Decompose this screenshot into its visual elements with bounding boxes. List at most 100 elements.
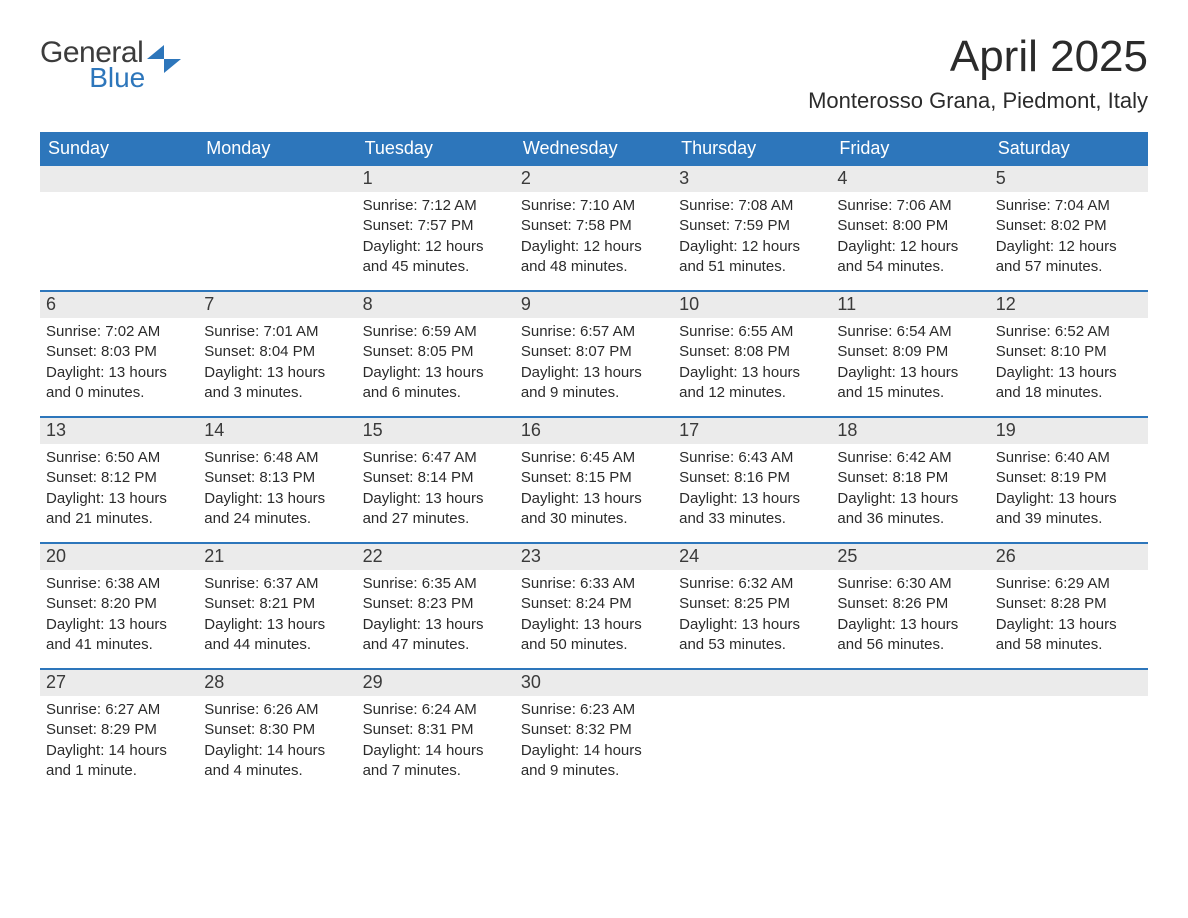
- day-daylight2: and 21 minutes.: [46, 509, 192, 529]
- calendar-day: 24Sunrise: 6:32 AMSunset: 8:25 PMDayligh…: [673, 544, 831, 668]
- day-daylight2: and 51 minutes.: [679, 257, 825, 277]
- calendar-day: 21Sunrise: 6:37 AMSunset: 8:21 PMDayligh…: [198, 544, 356, 668]
- day-daylight1: Daylight: 13 hours: [204, 363, 350, 383]
- calendar-day: 18Sunrise: 6:42 AMSunset: 8:18 PMDayligh…: [831, 418, 989, 542]
- day-number: 26: [990, 544, 1148, 570]
- day-number: 28: [198, 670, 356, 696]
- day-sunset: Sunset: 7:57 PM: [363, 216, 509, 236]
- day-sunset: Sunset: 8:32 PM: [521, 720, 667, 740]
- day-number: 15: [357, 418, 515, 444]
- calendar-day: 9Sunrise: 6:57 AMSunset: 8:07 PMDaylight…: [515, 292, 673, 416]
- day-daylight1: Daylight: 13 hours: [521, 363, 667, 383]
- day-number: 13: [40, 418, 198, 444]
- day-sunset: Sunset: 8:04 PM: [204, 342, 350, 362]
- day-sunset: Sunset: 7:59 PM: [679, 216, 825, 236]
- day-details: Sunrise: 6:24 AMSunset: 8:31 PMDaylight:…: [357, 696, 515, 791]
- day-sunset: Sunset: 8:03 PM: [46, 342, 192, 362]
- calendar-day: 11Sunrise: 6:54 AMSunset: 8:09 PMDayligh…: [831, 292, 989, 416]
- day-daylight1: Daylight: 14 hours: [521, 741, 667, 761]
- day-daylight1: Daylight: 14 hours: [363, 741, 509, 761]
- day-details: Sunrise: 6:52 AMSunset: 8:10 PMDaylight:…: [990, 318, 1148, 413]
- day-number: [198, 166, 356, 192]
- day-sunset: Sunset: 8:20 PM: [46, 594, 192, 614]
- day-number: 30: [515, 670, 673, 696]
- calendar-day: 3Sunrise: 7:08 AMSunset: 7:59 PMDaylight…: [673, 166, 831, 290]
- day-sunset: Sunset: 8:21 PM: [204, 594, 350, 614]
- day-number: 24: [673, 544, 831, 570]
- brand-text: General Blue: [40, 38, 143, 92]
- day-daylight2: and 47 minutes.: [363, 635, 509, 655]
- weekday-header: Saturday: [990, 132, 1148, 166]
- day-number: [831, 670, 989, 696]
- day-daylight1: Daylight: 12 hours: [363, 237, 509, 257]
- day-sunrise: Sunrise: 7:06 AM: [837, 196, 983, 216]
- day-details: Sunrise: 6:26 AMSunset: 8:30 PMDaylight:…: [198, 696, 356, 791]
- day-daylight2: and 15 minutes.: [837, 383, 983, 403]
- day-sunrise: Sunrise: 7:08 AM: [679, 196, 825, 216]
- day-daylight1: Daylight: 13 hours: [996, 363, 1142, 383]
- day-sunrise: Sunrise: 6:40 AM: [996, 448, 1142, 468]
- day-daylight1: Daylight: 13 hours: [521, 489, 667, 509]
- calendar-day: 22Sunrise: 6:35 AMSunset: 8:23 PMDayligh…: [357, 544, 515, 668]
- day-details: Sunrise: 6:27 AMSunset: 8:29 PMDaylight:…: [40, 696, 198, 791]
- day-daylight2: and 12 minutes.: [679, 383, 825, 403]
- day-sunrise: Sunrise: 6:50 AM: [46, 448, 192, 468]
- calendar-day: 20Sunrise: 6:38 AMSunset: 8:20 PMDayligh…: [40, 544, 198, 668]
- day-daylight2: and 41 minutes.: [46, 635, 192, 655]
- day-details: Sunrise: 6:43 AMSunset: 8:16 PMDaylight:…: [673, 444, 831, 539]
- day-daylight2: and 48 minutes.: [521, 257, 667, 277]
- day-number: 1: [357, 166, 515, 192]
- day-sunset: Sunset: 8:15 PM: [521, 468, 667, 488]
- weekday-header: Thursday: [673, 132, 831, 166]
- title-block: April 2025 Monterosso Grana, Piedmont, I…: [808, 32, 1148, 114]
- weekday-header: Wednesday: [515, 132, 673, 166]
- day-number: 4: [831, 166, 989, 192]
- calendar-week: 20Sunrise: 6:38 AMSunset: 8:20 PMDayligh…: [40, 542, 1148, 668]
- calendar-day: 7Sunrise: 7:01 AMSunset: 8:04 PMDaylight…: [198, 292, 356, 416]
- day-sunset: Sunset: 8:05 PM: [363, 342, 509, 362]
- day-sunrise: Sunrise: 6:33 AM: [521, 574, 667, 594]
- day-daylight2: and 54 minutes.: [837, 257, 983, 277]
- day-sunrise: Sunrise: 6:55 AM: [679, 322, 825, 342]
- calendar-day: [198, 166, 356, 290]
- day-sunset: Sunset: 8:14 PM: [363, 468, 509, 488]
- day-daylight1: Daylight: 13 hours: [996, 489, 1142, 509]
- day-daylight1: Daylight: 13 hours: [46, 489, 192, 509]
- day-sunrise: Sunrise: 6:47 AM: [363, 448, 509, 468]
- day-sunrise: Sunrise: 6:35 AM: [363, 574, 509, 594]
- day-sunrise: Sunrise: 6:52 AM: [996, 322, 1142, 342]
- day-daylight1: Daylight: 14 hours: [204, 741, 350, 761]
- day-daylight1: Daylight: 13 hours: [837, 615, 983, 635]
- day-sunset: Sunset: 8:19 PM: [996, 468, 1142, 488]
- day-sunrise: Sunrise: 6:23 AM: [521, 700, 667, 720]
- calendar-day: 23Sunrise: 6:33 AMSunset: 8:24 PMDayligh…: [515, 544, 673, 668]
- day-details: Sunrise: 7:08 AMSunset: 7:59 PMDaylight:…: [673, 192, 831, 287]
- calendar-day: 29Sunrise: 6:24 AMSunset: 8:31 PMDayligh…: [357, 670, 515, 794]
- calendar-week: 6Sunrise: 7:02 AMSunset: 8:03 PMDaylight…: [40, 290, 1148, 416]
- day-daylight1: Daylight: 13 hours: [837, 363, 983, 383]
- day-daylight1: Daylight: 13 hours: [46, 363, 192, 383]
- day-daylight2: and 56 minutes.: [837, 635, 983, 655]
- calendar-day: 6Sunrise: 7:02 AMSunset: 8:03 PMDaylight…: [40, 292, 198, 416]
- day-number: 9: [515, 292, 673, 318]
- day-sunset: Sunset: 8:31 PM: [363, 720, 509, 740]
- calendar-day: 30 Sunrise: 6:23 AMSunset: 8:32 PMDayligh…: [515, 670, 673, 794]
- day-daylight1: Daylight: 13 hours: [996, 615, 1142, 635]
- day-sunrise: Sunrise: 6:37 AM: [204, 574, 350, 594]
- day-details: Sunrise: 7:10 AMSunset: 7:58 PMDaylight:…: [515, 192, 673, 287]
- day-sunset: Sunset: 8:00 PM: [837, 216, 983, 236]
- calendar-day: 17Sunrise: 6:43 AMSunset: 8:16 PMDayligh…: [673, 418, 831, 542]
- day-daylight2: and 57 minutes.: [996, 257, 1142, 277]
- day-sunset: Sunset: 8:10 PM: [996, 342, 1142, 362]
- calendar-day: 19Sunrise: 6:40 AMSunset: 8:19 PMDayligh…: [990, 418, 1148, 542]
- day-number: 25: [831, 544, 989, 570]
- day-number: 29: [357, 670, 515, 696]
- day-daylight1: Daylight: 13 hours: [679, 489, 825, 509]
- calendar-day: [990, 670, 1148, 794]
- day-number: 6: [40, 292, 198, 318]
- day-sunset: Sunset: 7:58 PM: [521, 216, 667, 236]
- day-number: 21: [198, 544, 356, 570]
- day-daylight1: Daylight: 12 hours: [521, 237, 667, 257]
- day-daylight2: and 0 minutes.: [46, 383, 192, 403]
- day-sunset: Sunset: 8:29 PM: [46, 720, 192, 740]
